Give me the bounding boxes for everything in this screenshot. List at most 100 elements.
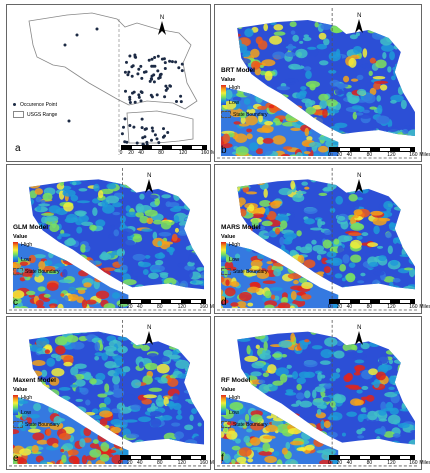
occurrence-point (140, 76, 144, 80)
scale-bar-graphic (121, 145, 207, 150)
scale-bar-graphic (119, 299, 206, 304)
occurrence-point (179, 94, 183, 98)
panel-a: N Occurence Point USGS Range a 0 20 40 80 12… (6, 4, 223, 162)
occurrence-point (174, 60, 178, 64)
model-title: MARS Model (221, 223, 261, 231)
occurrence-point (180, 69, 184, 73)
occurrence-point-symbol (13, 103, 16, 107)
occurrence-point (152, 80, 156, 84)
state-boundary-symbol (13, 267, 23, 275)
occurrence-point (133, 53, 137, 57)
scale-unit: Miles (419, 460, 430, 466)
scale-tick: 0 (118, 460, 122, 466)
scale-tick: 120 (387, 152, 396, 158)
scale-tick: 160 (409, 152, 418, 158)
value-legend: Value High Low (13, 387, 32, 416)
scale-tick: 40 (346, 460, 353, 466)
panel-letter-e: e (13, 453, 19, 464)
occurrence-point (128, 101, 132, 104)
north-label: N (357, 325, 362, 331)
state-boundary-legend: State Boundary (221, 267, 267, 275)
scale-tick: 120 (178, 150, 188, 156)
occurrence-point (128, 98, 132, 101)
legend-low-label: Low (21, 410, 32, 417)
occurrence-point (135, 141, 139, 145)
state-boundary-legend: State Boundary (221, 110, 267, 118)
model-title: GLM Model (13, 223, 49, 231)
occurrence-point (179, 100, 183, 104)
occurrence-point (139, 64, 143, 68)
scale-tick: 160 (200, 150, 210, 156)
occurrence-point (163, 61, 167, 65)
scale-unit: Miles (419, 152, 430, 158)
scale-tick: 120 (177, 304, 186, 310)
scale-tick: 0 (328, 460, 331, 466)
scale-unit: Miles (419, 304, 430, 310)
scale-tick: 80 (158, 150, 164, 156)
occurrence-point (150, 57, 154, 61)
scale-tick: 0 (328, 304, 331, 310)
occurrence-point (143, 135, 147, 139)
north-label: N (147, 325, 152, 331)
legend-color-ramp (221, 395, 226, 416)
scale-tick: 160 (409, 460, 418, 466)
occurrence-point (137, 93, 141, 97)
state-boundary-label: State Boundary (25, 268, 60, 275)
legend-low-label: Low (229, 99, 240, 106)
panel-c: N GLM Model Value High Low State Boundary c 0 20… (6, 164, 221, 314)
legend-value-label: Value (221, 76, 236, 83)
occurrence-point (149, 77, 153, 81)
panel-letter-f: f (221, 453, 224, 464)
north-arrow-icon (145, 331, 154, 345)
legend-color-ramp (13, 241, 18, 262)
occurrence-point (170, 60, 174, 64)
occurrence-point (150, 126, 154, 130)
occurrence-point (130, 74, 134, 78)
occurrence-point (151, 64, 155, 68)
north-arrow: N (352, 325, 366, 347)
legend-low-label: Low (21, 256, 32, 263)
scale-tick: 80 (156, 460, 163, 466)
occurrence-point (139, 90, 143, 94)
state-boundary-symbol (221, 421, 231, 429)
occurrence-point (155, 137, 159, 141)
occurrence-point (128, 54, 132, 58)
occurrence-point (128, 95, 132, 99)
legend-value-label: Value (13, 233, 28, 240)
occurrence-point (125, 140, 129, 144)
occurrence-point (142, 70, 146, 74)
scale-bar-graphic (119, 455, 206, 460)
occurrence-point (148, 79, 152, 83)
legend-high-label: High (21, 241, 33, 248)
panel-e: N Maxent Model Value High Low State Boundary e… (6, 316, 221, 470)
scale-tick: 160 (199, 460, 208, 466)
model-title: RF Model (221, 377, 251, 385)
scale-tick: 80 (366, 460, 373, 466)
occurrence-point (123, 117, 127, 121)
occurrence-point (145, 140, 149, 144)
north-arrow: N (352, 13, 366, 35)
scale-tick: 160 (199, 304, 208, 310)
scale-tick: 80 (366, 152, 373, 158)
occurrence-point (180, 62, 184, 66)
scale-bar-graphic (329, 299, 416, 304)
state-boundary-legend: State Boundary (221, 421, 267, 429)
occurrence-point (125, 60, 128, 64)
occurrence-point (168, 59, 172, 63)
usgs-range-outline (28, 12, 198, 110)
occurrence-point (152, 73, 156, 77)
occurrence-points (63, 27, 184, 147)
occurrence-point (127, 70, 131, 74)
occurrence-point (164, 84, 168, 88)
legend-value-label: Value (13, 387, 28, 394)
occurrence-point (175, 100, 178, 103)
legend-high-label: High (229, 84, 241, 91)
suitability-map (9, 320, 209, 467)
occurrence-point (151, 129, 155, 133)
scale-tick: 40 (136, 304, 143, 310)
occurrence-point (140, 117, 144, 121)
legend-color-ramp (221, 241, 226, 262)
occurrence-point (75, 33, 79, 37)
usgs-range-lower (126, 110, 194, 144)
occurrence-point (137, 67, 141, 71)
